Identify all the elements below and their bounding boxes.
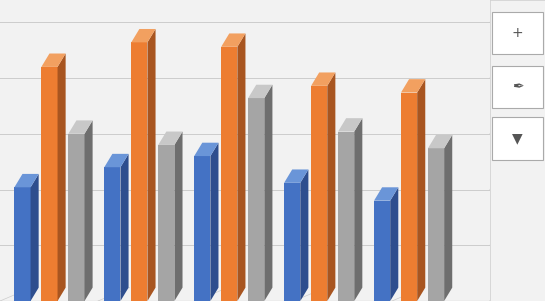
Polygon shape <box>417 79 425 301</box>
FancyBboxPatch shape <box>492 12 543 54</box>
Polygon shape <box>444 135 452 301</box>
Polygon shape <box>390 187 398 301</box>
Polygon shape <box>158 132 183 145</box>
Polygon shape <box>264 85 272 301</box>
Polygon shape <box>194 156 210 301</box>
Polygon shape <box>221 47 238 301</box>
Polygon shape <box>374 201 390 301</box>
FancyBboxPatch shape <box>492 117 543 160</box>
Polygon shape <box>248 98 264 301</box>
Polygon shape <box>120 154 129 301</box>
Text: +: + <box>512 26 523 40</box>
Polygon shape <box>401 79 425 92</box>
Polygon shape <box>221 33 245 47</box>
Polygon shape <box>104 167 120 301</box>
Polygon shape <box>174 132 183 301</box>
Polygon shape <box>131 42 148 301</box>
Polygon shape <box>311 86 327 301</box>
Polygon shape <box>14 187 31 301</box>
Polygon shape <box>354 118 362 301</box>
Polygon shape <box>284 169 308 183</box>
Polygon shape <box>84 120 93 301</box>
Polygon shape <box>300 169 308 301</box>
Polygon shape <box>41 54 65 67</box>
Polygon shape <box>58 54 65 301</box>
Polygon shape <box>68 134 84 301</box>
Polygon shape <box>327 73 335 301</box>
Polygon shape <box>68 120 93 134</box>
Polygon shape <box>338 118 362 132</box>
Polygon shape <box>41 67 58 301</box>
Polygon shape <box>238 33 245 301</box>
Polygon shape <box>338 132 354 301</box>
Polygon shape <box>131 29 155 42</box>
Polygon shape <box>210 143 219 301</box>
Polygon shape <box>284 183 300 301</box>
Polygon shape <box>194 143 219 156</box>
Polygon shape <box>374 187 398 201</box>
Polygon shape <box>428 135 452 148</box>
Polygon shape <box>428 148 444 301</box>
Polygon shape <box>104 154 129 167</box>
Polygon shape <box>31 174 39 301</box>
FancyBboxPatch shape <box>492 66 543 108</box>
Text: ✒: ✒ <box>512 80 523 94</box>
Polygon shape <box>311 73 335 86</box>
Polygon shape <box>401 92 417 301</box>
Polygon shape <box>14 174 39 187</box>
Polygon shape <box>158 145 174 301</box>
Polygon shape <box>248 85 272 98</box>
Text: ▼: ▼ <box>512 132 523 145</box>
Polygon shape <box>148 29 155 301</box>
